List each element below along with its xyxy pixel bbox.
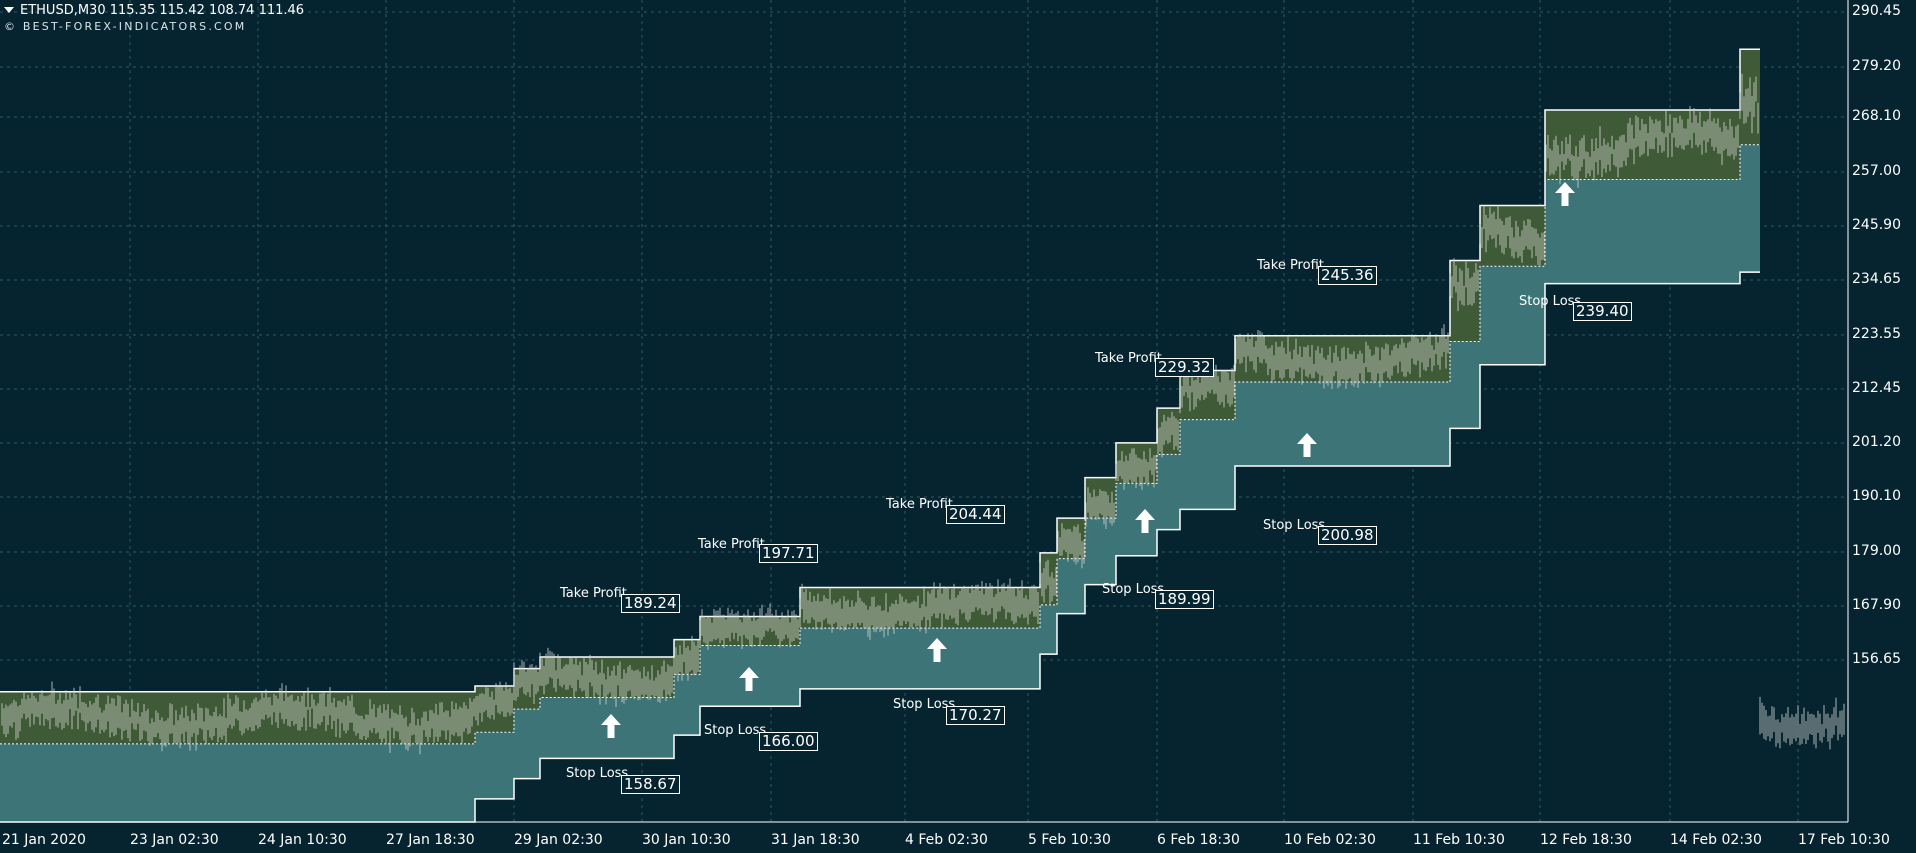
y-tick-label: 190.10 xyxy=(1852,488,1901,504)
buy-arrow-icon[interactable] xyxy=(925,637,949,663)
stop-loss-band xyxy=(1180,419,1235,510)
stop-loss-value: 166.00 xyxy=(759,732,818,751)
buy-arrow-icon[interactable] xyxy=(1133,508,1157,534)
y-tick-label: 268.10 xyxy=(1852,108,1901,124)
take-profit-value: 197.71 xyxy=(759,544,818,563)
y-tick-label: 156.65 xyxy=(1852,651,1901,667)
buy-arrow-icon[interactable] xyxy=(737,666,761,692)
stop-loss-band xyxy=(1450,341,1480,429)
y-tick-label: 179.00 xyxy=(1852,543,1901,559)
y-tick-label: 223.55 xyxy=(1852,326,1901,342)
y-tick-label: 257.00 xyxy=(1852,163,1901,179)
dropdown-triangle-icon[interactable] xyxy=(4,6,14,13)
take-profit-label: Take Profit xyxy=(698,537,765,552)
take-profit-band xyxy=(1450,260,1480,342)
stop-loss-band xyxy=(1480,266,1545,365)
x-tick-label: 5 Feb 10:30 xyxy=(1028,832,1111,848)
x-tick-label: 11 Feb 10:30 xyxy=(1413,832,1505,848)
take-profit-value: 245.36 xyxy=(1318,266,1377,285)
stop-loss-value: 239.40 xyxy=(1573,302,1632,321)
x-tick-label: 17 Feb 10:30 xyxy=(1798,832,1890,848)
take-profit-label: Take Profit xyxy=(886,497,953,512)
x-tick-label: 23 Jan 02:30 xyxy=(130,832,219,848)
stop-loss-label: Stop Loss xyxy=(1519,294,1582,309)
stop-loss-label: Stop Loss xyxy=(1102,582,1165,597)
x-tick-label: 21 Jan 2020 xyxy=(2,832,86,848)
take-profit-label: Take Profit xyxy=(1095,351,1162,366)
symbol-line: ETHUSD,M30 115.35 115.42 108.74 111.46 xyxy=(20,3,305,18)
y-tick-label: 245.90 xyxy=(1852,217,1901,233)
buy-arrow-icon[interactable] xyxy=(1295,432,1319,458)
y-tick-label: 279.20 xyxy=(1852,58,1901,74)
stop-loss-band xyxy=(514,709,540,779)
stop-loss-value: 158.67 xyxy=(621,775,680,794)
stop-loss-band xyxy=(800,628,1040,689)
buy-arrow-icon[interactable] xyxy=(1553,181,1577,207)
price-bars xyxy=(1,73,1845,755)
stop-loss-label: Stop Loss xyxy=(1263,518,1326,533)
stop-loss-value: 200.98 xyxy=(1318,526,1377,545)
stop-loss-band xyxy=(540,697,674,759)
take-profit-label: Take Profit xyxy=(560,586,627,601)
stop-loss-band xyxy=(1740,144,1760,273)
lower-band-line xyxy=(0,271,1760,823)
y-tick-label: 167.90 xyxy=(1852,597,1901,613)
stop-loss-band xyxy=(674,674,700,736)
stop-loss-band xyxy=(1040,604,1057,655)
y-tick-label: 201.20 xyxy=(1852,434,1901,450)
take-profit-value: 229.32 xyxy=(1155,358,1214,377)
x-tick-label: 12 Feb 18:30 xyxy=(1540,832,1632,848)
x-tick-label: 6 Feb 18:30 xyxy=(1157,832,1240,848)
stop-loss-label: Stop Loss xyxy=(566,766,629,781)
stop-loss-band xyxy=(475,732,514,799)
stop-loss-label: Stop Loss xyxy=(893,697,956,712)
x-tick-label: 27 Jan 18:30 xyxy=(386,832,475,848)
mid-band-line xyxy=(0,144,1760,745)
stop-loss-band xyxy=(1085,518,1116,585)
stop-loss-label: Stop Loss xyxy=(704,723,767,738)
buy-arrow-icon[interactable] xyxy=(599,713,623,739)
x-tick-label: 10 Feb 02:30 xyxy=(1284,832,1376,848)
stop-loss-band xyxy=(1157,454,1180,530)
stop-loss-band xyxy=(1057,558,1085,614)
watermark: © BEST-FOREX-INDICATORS.COM xyxy=(4,20,247,33)
x-tick-label: 29 Jan 02:30 xyxy=(514,832,603,848)
x-tick-label: 24 Jan 10:30 xyxy=(258,832,347,848)
stop-loss-value: 170.27 xyxy=(946,706,1005,725)
take-profit-band xyxy=(1057,518,1085,559)
x-tick-label: 30 Jan 10:30 xyxy=(642,832,731,848)
take-profit-label: Take Profit xyxy=(1257,258,1324,273)
y-tick-label: 290.45 xyxy=(1852,3,1901,19)
stop-loss-value: 189.99 xyxy=(1155,590,1214,609)
x-tick-label: 14 Feb 02:30 xyxy=(1670,832,1762,848)
stop-loss-band xyxy=(1545,179,1740,284)
y-tick-label: 234.65 xyxy=(1852,271,1901,287)
x-tick-label: 31 Jan 18:30 xyxy=(771,832,860,848)
y-tick-label: 212.45 xyxy=(1852,380,1901,396)
take-profit-value: 189.24 xyxy=(621,594,680,613)
x-tick-label: 4 Feb 02:30 xyxy=(905,832,988,848)
symbol-header: ETHUSD,M30 115.35 115.42 108.74 111.46 xyxy=(4,3,304,18)
take-profit-value: 204.44 xyxy=(946,505,1005,524)
stop-loss-band xyxy=(1235,382,1450,466)
stop-loss-band xyxy=(0,743,475,822)
